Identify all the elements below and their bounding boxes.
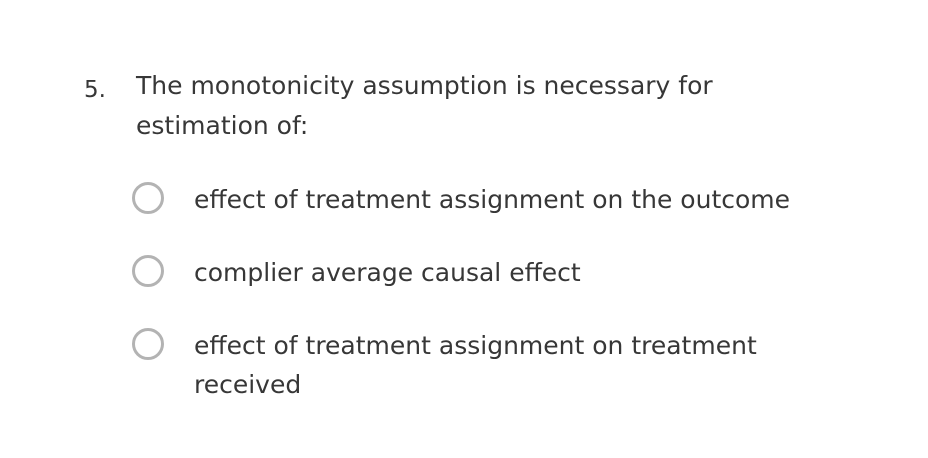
question-text: The monotonicity assumption is necessary… [136,66,776,146]
answer-options: effect of treatment assignment on the ou… [132,180,852,404]
answer-option-3[interactable]: effect of treatment assignment on treatm… [132,326,852,404]
answer-option-label: complier average causal effect [194,253,834,292]
answer-option-2[interactable]: complier average causal effect [132,253,852,292]
radio-button-option-1[interactable] [132,182,164,214]
question-number: 5. [84,70,106,110]
answer-option-label: effect of treatment assignment on treatm… [194,326,794,404]
answer-option-label: effect of treatment assignment on the ou… [194,180,834,219]
radio-button-option-2[interactable] [132,255,164,287]
radio-button-option-3[interactable] [132,328,164,360]
answer-option-1[interactable]: effect of treatment assignment on the ou… [132,180,852,219]
